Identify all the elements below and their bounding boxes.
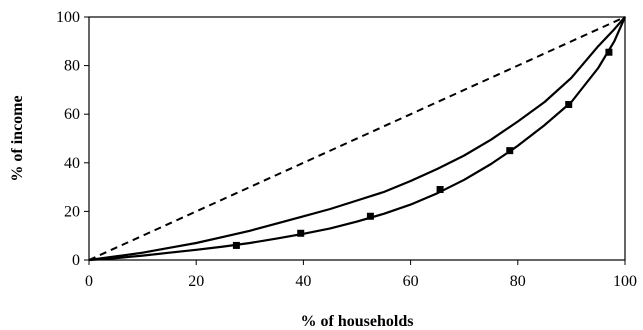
x-tick-label: 40 — [295, 273, 311, 290]
series-marker — [436, 186, 444, 194]
series-marker — [232, 241, 240, 249]
y-tick-label: 60 — [64, 106, 80, 123]
x-tick-label: 20 — [188, 273, 204, 290]
series-marker — [366, 212, 374, 220]
series-marker — [506, 147, 514, 155]
lorenz-curve-1 — [88, 16, 626, 262]
series-marker — [565, 100, 573, 108]
y-tick-label: 20 — [64, 203, 80, 220]
equality-line — [88, 16, 626, 261]
series-marker — [297, 229, 305, 237]
x-tick-label: 60 — [403, 273, 419, 290]
y-axis-ticks: 0 20 40 60 80 100 — [56, 9, 89, 269]
x-axis-ticks: 0 20 40 60 80 100 — [85, 260, 637, 290]
y-tick-label: 100 — [56, 9, 80, 26]
plot-border — [88, 16, 626, 261]
y-tick-label: 40 — [64, 155, 80, 172]
series-marker — [605, 48, 613, 56]
x-axis-title: % of households — [301, 313, 414, 330]
x-tick-label: 0 — [85, 273, 93, 290]
plot-area — [88, 16, 626, 261]
x-tick-label: 100 — [613, 273, 637, 290]
y-tick-label: 80 — [64, 58, 80, 75]
series-layer — [88, 16, 627, 262]
x-tick-label: 80 — [510, 273, 526, 290]
y-tick-label: 0 — [72, 252, 80, 269]
y-axis-title: % of income — [9, 95, 26, 181]
